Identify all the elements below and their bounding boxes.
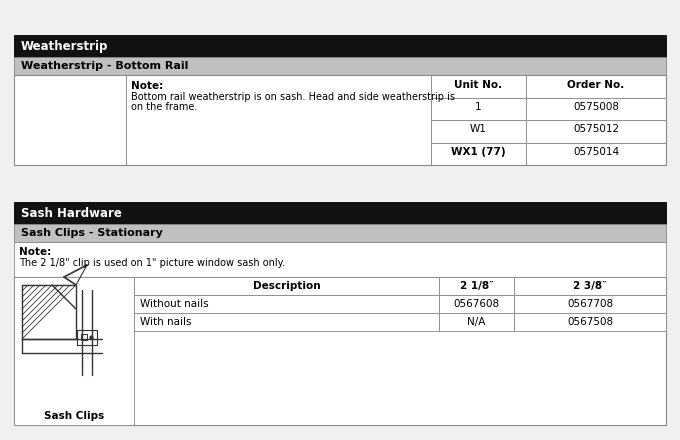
Bar [14, 242, 666, 277]
Text: Sash Hardware: Sash Hardware [21, 207, 122, 220]
Bar [431, 120, 526, 143]
Bar [526, 75, 666, 98]
Bar [14, 224, 666, 242]
Text: Bottom rail weatherstrip is on sash. Head and side weatherstrip is: Bottom rail weatherstrip is on sash. Hea… [131, 92, 455, 102]
Bar [14, 277, 134, 425]
Bar [126, 75, 431, 165]
Text: 2 1/8″: 2 1/8″ [460, 281, 494, 291]
Text: N/A: N/A [467, 317, 486, 327]
Text: 0567508: 0567508 [567, 317, 613, 327]
Bar [14, 75, 666, 165]
Text: Weatherstrip: Weatherstrip [21, 40, 108, 53]
Text: W1: W1 [470, 124, 487, 134]
Bar [14, 202, 666, 224]
Text: Weatherstrip - Bottom Rail: Weatherstrip - Bottom Rail [21, 61, 188, 71]
Bar [134, 295, 439, 313]
Text: Unit No.: Unit No. [454, 80, 503, 90]
Text: Sash Clips - Stationary: Sash Clips - Stationary [21, 228, 163, 238]
Text: on the frame.: on the frame. [131, 102, 197, 112]
Text: Description: Description [253, 281, 320, 291]
Bar [439, 313, 514, 331]
Text: 0575008: 0575008 [573, 102, 619, 111]
Text: 0575012: 0575012 [573, 124, 619, 134]
Bar [134, 277, 439, 295]
Text: 0567608: 0567608 [454, 299, 500, 309]
Text: 1: 1 [475, 102, 482, 111]
Bar [514, 313, 666, 331]
Bar [431, 75, 526, 98]
Text: Order No.: Order No. [567, 80, 625, 90]
Bar [14, 75, 126, 165]
Text: Without nails: Without nails [140, 299, 209, 309]
Bar [431, 143, 526, 165]
Bar [526, 143, 666, 165]
Text: 2 3/8″: 2 3/8″ [573, 281, 607, 291]
Bar [526, 98, 666, 120]
Bar [431, 98, 526, 120]
Bar [14, 57, 666, 75]
Text: WX1 (77): WX1 (77) [452, 147, 506, 157]
Text: Sash Clips: Sash Clips [44, 411, 104, 421]
Bar [14, 35, 666, 57]
Bar [14, 277, 666, 425]
Bar [439, 277, 514, 295]
Text: With nails: With nails [140, 317, 192, 327]
Text: Note:: Note: [131, 81, 163, 91]
Bar [514, 277, 666, 295]
Bar [439, 295, 514, 313]
Text: 0567708: 0567708 [567, 299, 613, 309]
Text: The 2 1/8" clip is used on 1" picture window sash only.: The 2 1/8" clip is used on 1" picture wi… [19, 258, 285, 268]
Bar [514, 295, 666, 313]
Bar [526, 120, 666, 143]
Bar [134, 313, 439, 331]
Text: Note:: Note: [19, 247, 51, 257]
Text: 0575014: 0575014 [573, 147, 619, 157]
